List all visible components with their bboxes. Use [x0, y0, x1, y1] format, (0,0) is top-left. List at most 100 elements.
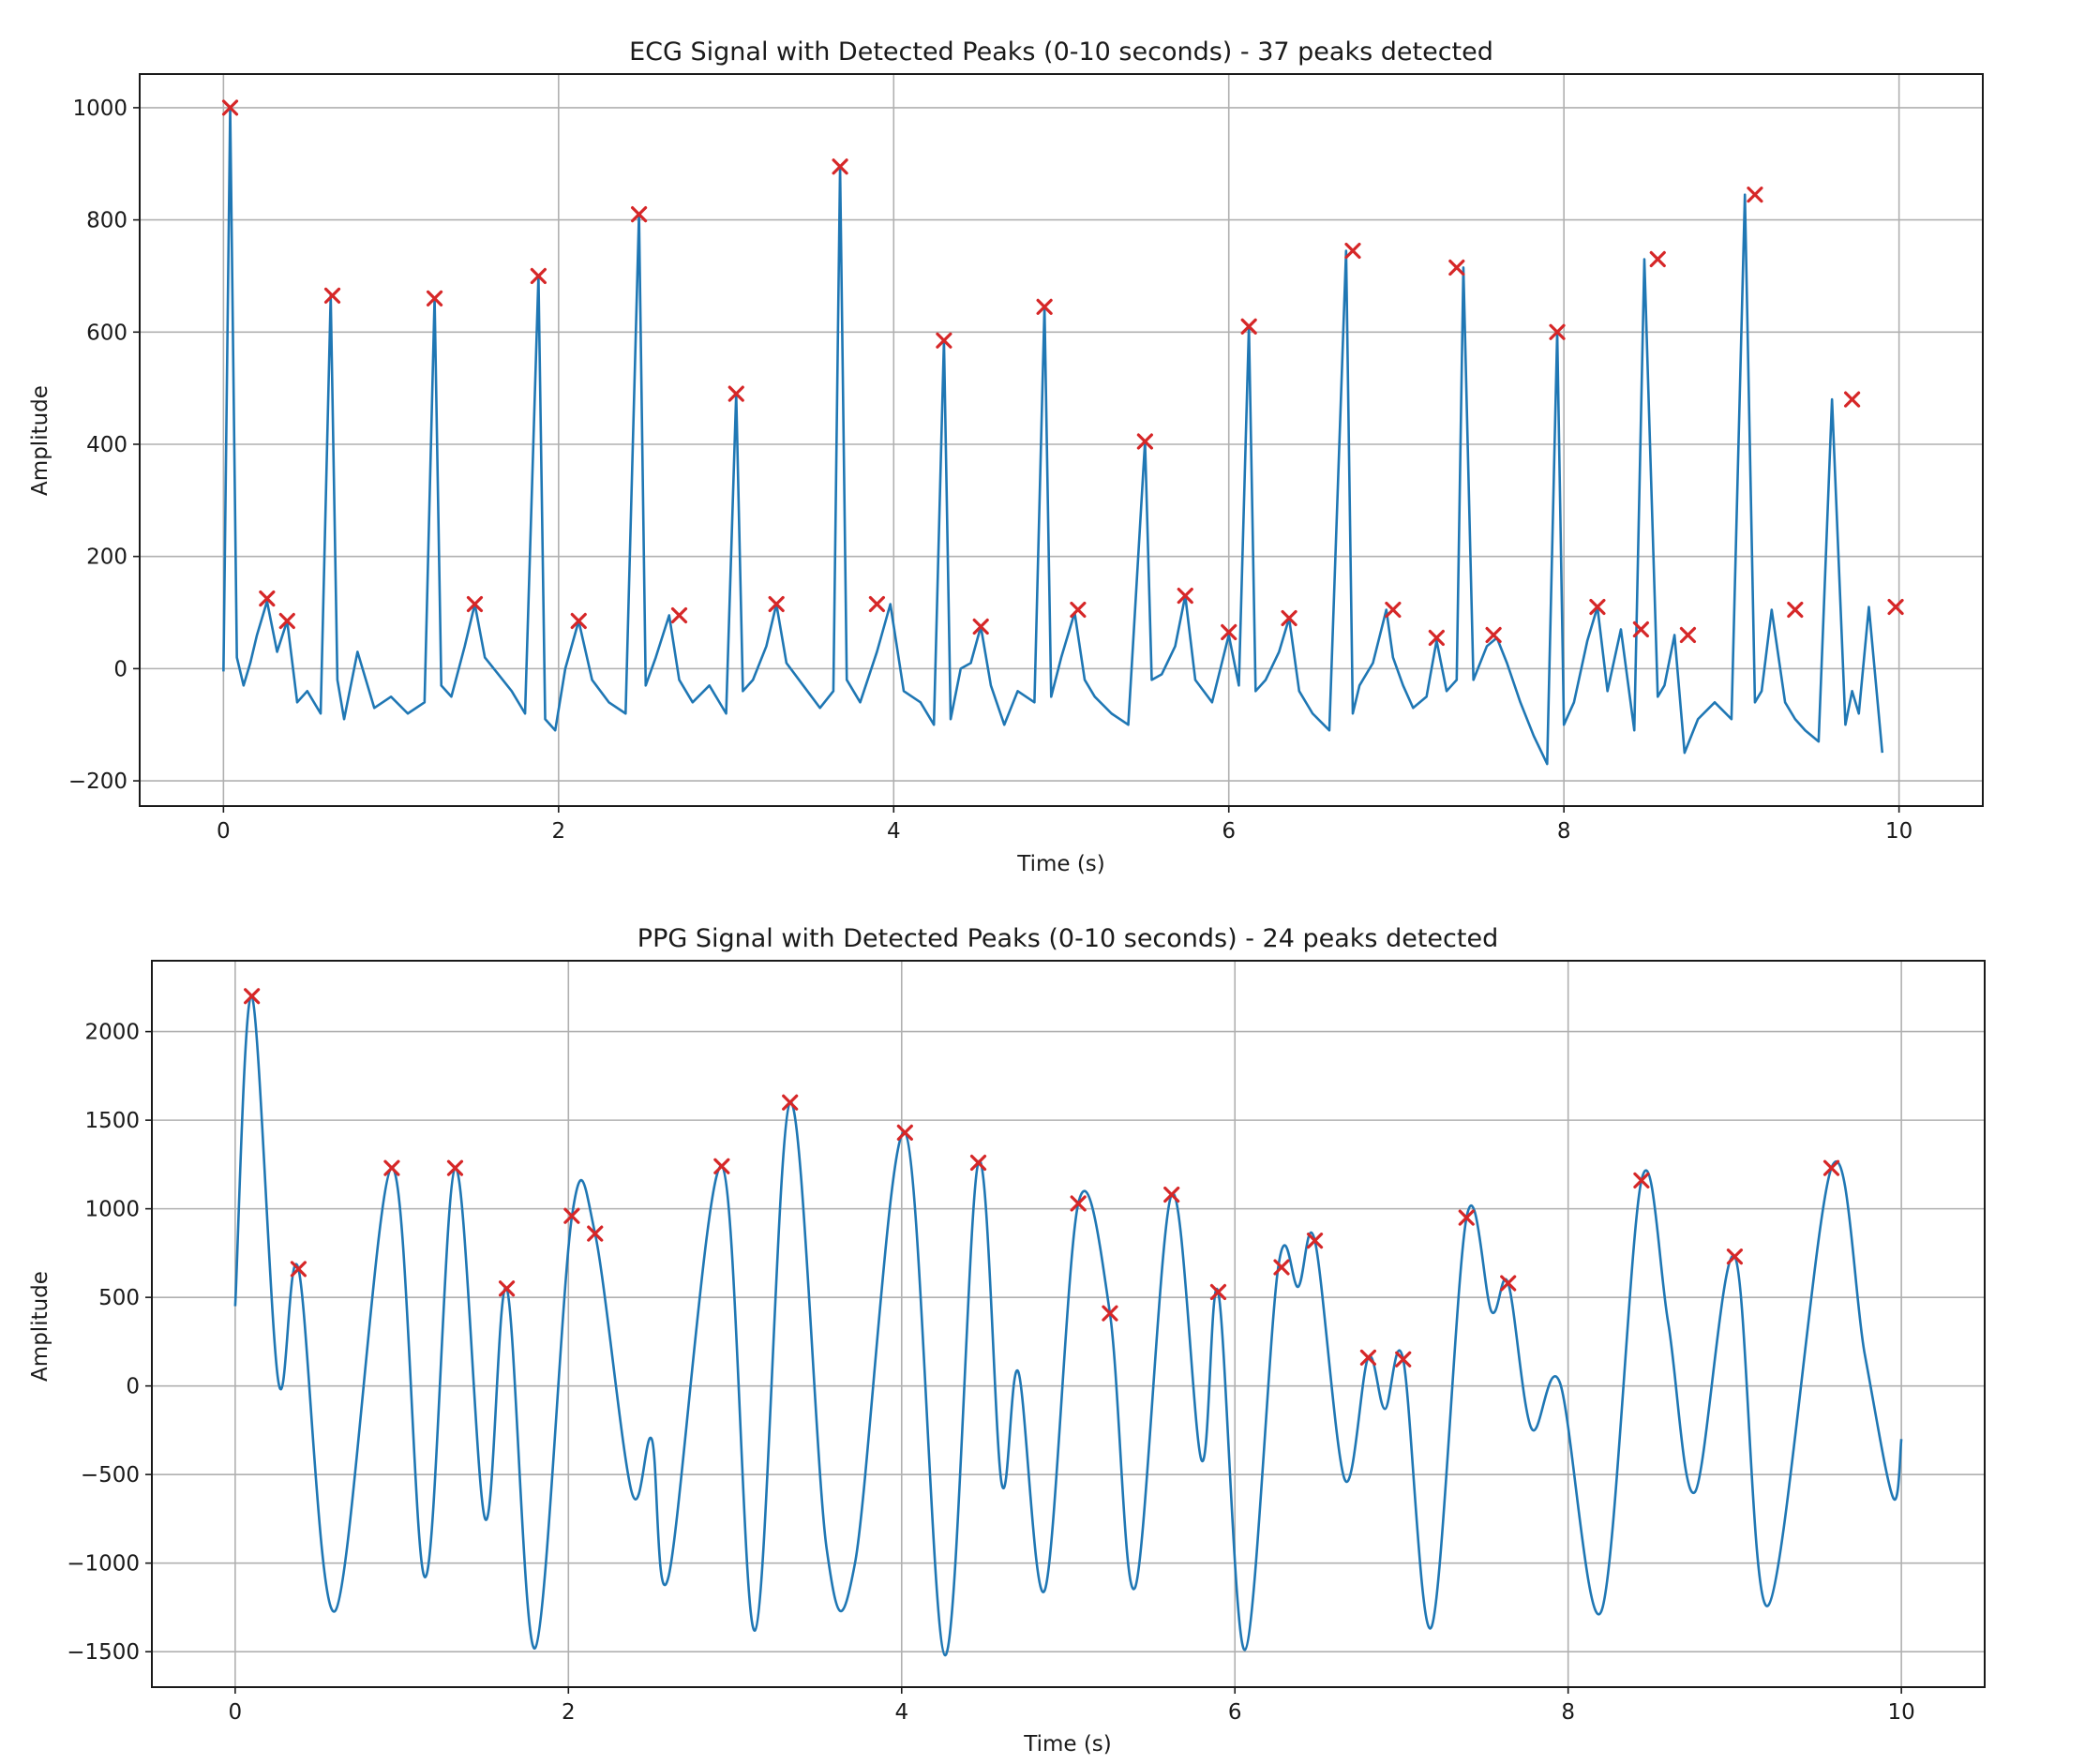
x-tick-label: 10 [1887, 1700, 1914, 1725]
ppg-signal-line [233, 994, 1903, 1657]
peak-marker [1385, 601, 1402, 619]
peak-marker [498, 1280, 516, 1297]
ecg-signal-line [222, 106, 1884, 766]
x-tick-label: 0 [229, 1700, 243, 1725]
ppg-grid [152, 961, 1985, 1687]
peak-marker [1163, 1186, 1180, 1203]
peak-marker-stroke [1281, 609, 1298, 627]
peak-marker-stroke [383, 1159, 400, 1176]
peak-marker-stroke [972, 618, 989, 635]
x-tick-label: 2 [551, 819, 565, 844]
ecg-title: ECG Signal with Detected Peaks (0-10 sec… [629, 37, 1493, 67]
ecg-subplot: ECG Signal with Detected Peaks (0-10 sec… [28, 37, 1984, 876]
peak-marker-stroke [290, 1261, 307, 1278]
peak-marker-stroke [1428, 629, 1445, 647]
peak-marker [1448, 259, 1465, 277]
peak-marker-stroke [1549, 323, 1566, 340]
peak-marker-stroke [466, 595, 484, 613]
peak-marker [768, 595, 785, 613]
peak-marker-stroke [1649, 250, 1666, 268]
peak-marker-stroke [1395, 1351, 1412, 1368]
peak-marker-stroke [1177, 587, 1193, 605]
y-tick-label: 1500 [84, 1109, 140, 1133]
peak-marker [587, 1225, 604, 1242]
peak-marker [383, 1159, 400, 1176]
peak-marker-stroke [323, 287, 341, 304]
peak-marker-stroke [1273, 1259, 1290, 1276]
peak-marker-stroke [782, 1094, 799, 1111]
peak-marker [1306, 1233, 1324, 1249]
peak-marker [1589, 598, 1606, 616]
peak-marker-stroke [1136, 433, 1153, 450]
peak-marker [1458, 1209, 1475, 1226]
ecg-axes-frame [139, 73, 1984, 807]
ppg-peak-markers [244, 988, 1840, 1368]
peak-marker-stroke [244, 988, 261, 1005]
peak-marker-stroke [1679, 626, 1697, 644]
peak-marker-stroke [1070, 1195, 1087, 1212]
peak-marker [1136, 433, 1153, 450]
peak-marker [1281, 609, 1298, 627]
peak-marker [1549, 323, 1566, 340]
ppg-y-axis-label: Amplitude [28, 1271, 52, 1382]
peak-marker-stroke [713, 1158, 730, 1174]
peak-marker [1102, 1305, 1118, 1322]
peak-marker-stroke [1070, 601, 1087, 619]
peak-marker-stroke [278, 612, 295, 630]
peak-marker [1070, 601, 1087, 619]
peak-marker-stroke [1344, 242, 1361, 260]
peak-marker-stroke [631, 206, 648, 223]
peak-marker [972, 618, 989, 635]
peak-marker [1240, 318, 1257, 335]
peak-marker-stroke [259, 590, 276, 607]
x-tick-label: 8 [1557, 819, 1571, 844]
peak-marker [896, 1124, 913, 1141]
x-tick-label: 4 [887, 819, 901, 844]
peak-marker [1726, 1248, 1744, 1265]
peak-marker-stroke [426, 290, 443, 306]
peak-marker-stroke [1633, 1172, 1650, 1188]
y-tick-label: 0 [126, 1375, 140, 1399]
peak-marker [1344, 242, 1361, 260]
y-tick-label: 400 [86, 433, 128, 457]
peak-marker [446, 1159, 464, 1176]
peak-marker-stroke [728, 385, 744, 402]
peak-marker-stroke [1787, 601, 1804, 619]
y-tick-label: 2000 [84, 1021, 140, 1045]
peak-marker [1209, 1283, 1227, 1301]
ecg-grid [140, 74, 1983, 806]
peak-marker [670, 606, 688, 624]
peak-marker [969, 1154, 987, 1172]
peak-marker [1679, 626, 1697, 644]
peak-marker-stroke [221, 99, 239, 116]
peak-marker-stroke [1485, 626, 1502, 644]
peak-marker-stroke [1589, 598, 1606, 616]
peak-marker-stroke [530, 267, 547, 285]
peak-marker [936, 332, 952, 349]
y-tick-label: 800 [86, 209, 128, 233]
peak-marker-stroke [498, 1280, 516, 1297]
peak-marker-stroke [1822, 1159, 1840, 1176]
peak-marker [570, 612, 587, 630]
peak-marker-stroke [1500, 1275, 1517, 1292]
y-tick-label: 200 [86, 546, 128, 570]
peak-marker [1747, 187, 1763, 203]
peak-marker [1632, 620, 1649, 638]
peak-marker-stroke [446, 1159, 464, 1176]
peak-marker [1221, 623, 1238, 641]
peak-marker [1500, 1275, 1517, 1292]
peak-marker-stroke [1102, 1305, 1118, 1322]
ppg-x-ticks: 0 2 4 6 8 10 [229, 1687, 1915, 1725]
peak-marker [1359, 1349, 1377, 1367]
peak-marker-stroke [1306, 1233, 1324, 1249]
peak-marker [278, 612, 295, 630]
peak-marker-stroke [1726, 1248, 1744, 1265]
peak-marker-stroke [1221, 623, 1238, 641]
peak-marker [1887, 598, 1904, 616]
ecg-y-axis-label: Amplitude [28, 385, 52, 496]
peak-marker [1395, 1351, 1412, 1368]
ppg-title: PPG Signal with Detected Peaks (0-10 sec… [638, 924, 1498, 953]
y-tick-label: 500 [98, 1286, 140, 1310]
peak-marker [244, 988, 261, 1005]
